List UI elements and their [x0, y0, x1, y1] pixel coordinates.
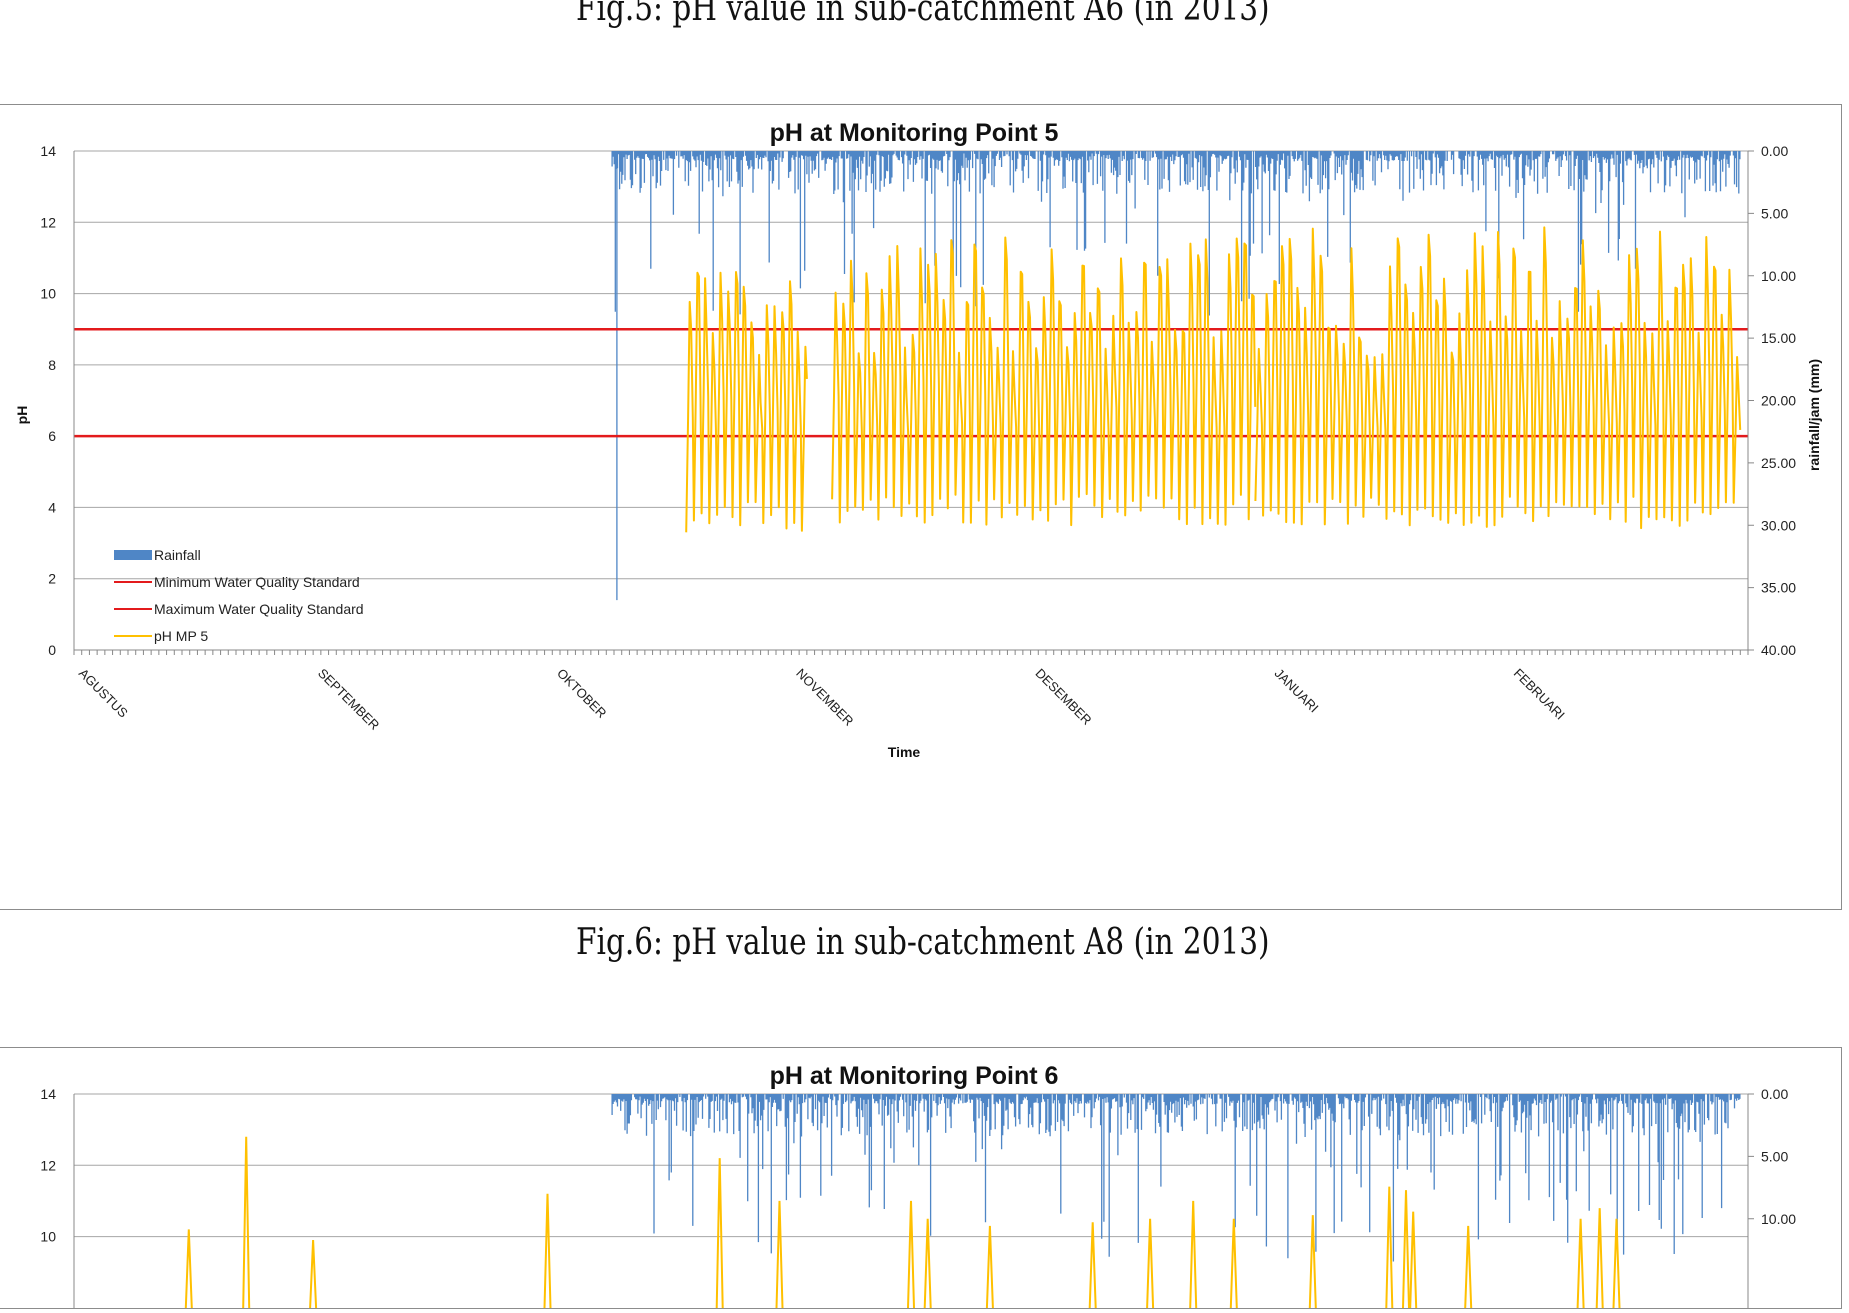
ph-spike [1576, 1218, 1585, 1309]
y2-axis-label: rainfall/jam (mm) [1806, 359, 1822, 471]
ph-spike [1385, 1186, 1394, 1309]
ph-series [685, 226, 1742, 533]
y2-tick-label: 0.00 [1761, 1086, 1788, 1102]
ph-spike [923, 1218, 932, 1309]
ph-spike [1146, 1218, 1155, 1309]
ph-spike [985, 1225, 994, 1309]
y2-tick-label: 25.00 [1761, 455, 1796, 471]
ph-spike [775, 1200, 784, 1309]
ph-spike [907, 1200, 915, 1309]
chart-mp6: 10 12 14 0.00 5.00 10.00 pH at Monitoring Poi… [40, 1062, 1796, 1309]
ph-spike [715, 1158, 724, 1309]
chart-title: pH at Monitoring Point 5 [770, 119, 1059, 147]
chart-panel-mp5: 0 2 4 6 8 10 12 14 0.00 5.00 10.00 15.00 20.00 25.00 3… [0, 104, 1842, 910]
ph-spike [1595, 1208, 1604, 1309]
y2-tick-label: 10.00 [1761, 1211, 1796, 1227]
y2-tick-label: 40.00 [1761, 642, 1796, 658]
y-axis-label: pH [14, 406, 30, 425]
y2-tick-label: 10.00 [1761, 268, 1796, 284]
x-tick-label: JANUARI [1272, 666, 1322, 716]
y2-tick-label: 35.00 [1761, 580, 1796, 596]
y-tick-label: 12 [40, 214, 56, 230]
y-tick-label: 6 [48, 428, 56, 444]
x-tick-label: SEPTEMBER [315, 666, 382, 733]
axes: 10 12 14 0.00 5.00 10.00 [40, 1086, 1796, 1308]
ph-line-segment [685, 271, 808, 533]
chart-title: pH at Monitoring Point 6 [770, 1062, 1059, 1090]
legend-swatch-rainfall [114, 550, 152, 560]
x-tick-label: OKTOBER [554, 666, 609, 721]
y-tick-label: 14 [40, 143, 56, 159]
ph-series [184, 1136, 1621, 1309]
legend-label-max-standard: Maximum Water Quality Standard [154, 601, 364, 617]
y-tick-label: 2 [48, 571, 56, 587]
ph-spike [1402, 1190, 1410, 1309]
ph-spike [543, 1193, 552, 1309]
x-tick-label: NOVEMBER [793, 666, 856, 729]
ph-spike [242, 1136, 251, 1309]
y-tick-label: 0 [48, 642, 56, 658]
ph-spike [1409, 1211, 1418, 1309]
ph-spike [309, 1240, 318, 1309]
ph-spike [1464, 1225, 1473, 1309]
x-tick-label: DESEMBER [1032, 666, 1094, 728]
ph-line-segment [1254, 226, 1742, 530]
ph-spike [1612, 1218, 1621, 1309]
y2-tick-label: 30.00 [1761, 517, 1796, 533]
figure-caption-middle: Fig.6: pH value in sub-catchment A8 (in … [576, 922, 1270, 963]
ph-spike [1189, 1200, 1198, 1309]
legend-label-min-standard: Minimum Water Quality Standard [154, 574, 360, 590]
rainfall-series [611, 151, 1741, 601]
ph-spike [1088, 1222, 1097, 1309]
rainfall-bars [611, 151, 1741, 601]
y-tick-label: 12 [40, 1157, 56, 1173]
chart-mp5: 0 2 4 6 8 10 12 14 0.00 5.00 10.00 15.00 20.00 25.00 3… [14, 119, 1822, 760]
y-tick-label: 10 [40, 1229, 56, 1245]
ph-spike [1229, 1218, 1238, 1309]
y2-tick-label: 20.00 [1761, 393, 1796, 409]
legend: Rainfall Minimum Water Quality Standard … [114, 547, 364, 644]
ph-spike [1308, 1215, 1317, 1309]
y2-tick-label: 5.00 [1761, 205, 1788, 221]
ph-spike [184, 1229, 193, 1309]
y2-tick-label: 15.00 [1761, 330, 1796, 346]
legend-label-rainfall: Rainfall [154, 547, 201, 563]
y-tick-label: 10 [40, 286, 56, 302]
y-tick-label: 4 [48, 499, 56, 515]
chart-panel-mp6: 10 12 14 0.00 5.00 10.00 pH at Monitoring Poi… [0, 1047, 1842, 1309]
rainfall-series [611, 1094, 1741, 1262]
figure-caption-top: Fig.5: pH value in sub-catchment A6 (in … [576, 0, 1270, 29]
x-tick-label: AGUSTUS [76, 666, 131, 721]
y-tick-label: 14 [40, 1086, 56, 1102]
rainfall-bars [611, 1094, 1741, 1262]
legend-label-ph: pH MP 5 [154, 628, 208, 644]
y2-tick-label: 0.00 [1761, 143, 1788, 159]
x-tick-label: FEBRUARI [1511, 666, 1568, 723]
x-axis-label: Time [888, 744, 921, 760]
ph-line-segment [831, 236, 1257, 527]
y2-tick-label: 5.00 [1761, 1148, 1788, 1164]
y-tick-label: 8 [48, 357, 56, 373]
